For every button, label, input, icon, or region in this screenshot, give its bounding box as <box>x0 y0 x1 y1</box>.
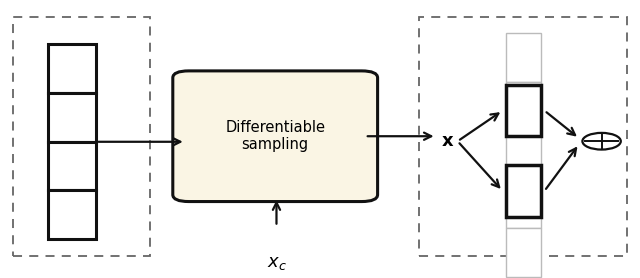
Bar <box>48 142 96 190</box>
Text: $x_c$: $x_c$ <box>266 254 287 272</box>
Bar <box>419 17 627 256</box>
Text: $\mathbf{x}$: $\mathbf{x}$ <box>442 132 454 150</box>
Bar <box>506 131 541 179</box>
Bar <box>48 44 96 93</box>
Bar <box>506 85 541 136</box>
Bar <box>48 190 96 239</box>
Circle shape <box>582 133 621 150</box>
FancyBboxPatch shape <box>173 71 378 202</box>
Bar <box>13 17 150 256</box>
Text: Differentiable
sampling: Differentiable sampling <box>225 120 325 152</box>
Bar <box>506 228 541 277</box>
Bar <box>506 165 541 217</box>
Bar <box>506 179 541 228</box>
Bar <box>506 33 541 82</box>
Bar <box>506 82 541 131</box>
Bar <box>48 93 96 142</box>
